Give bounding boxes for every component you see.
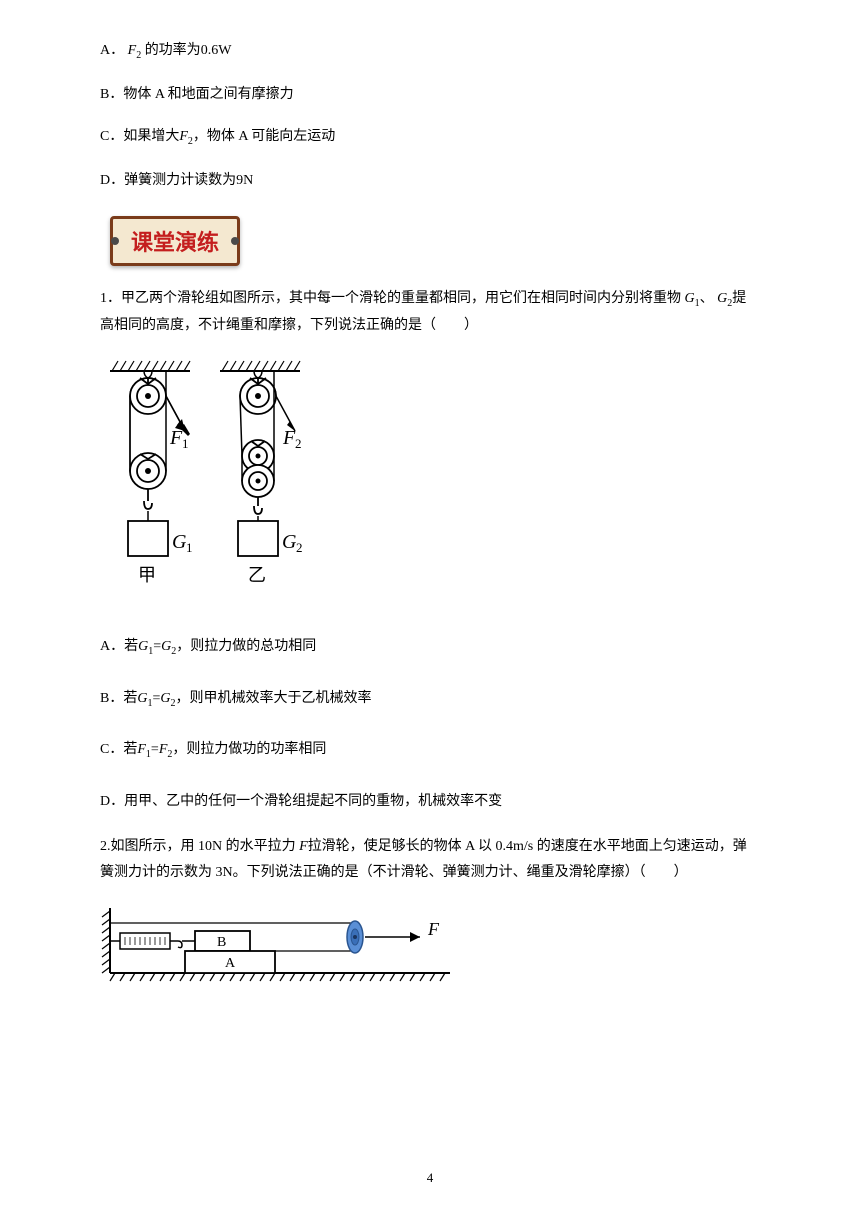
label-f1-sub: 1	[182, 436, 189, 451]
q1-option-c: C．若F1=F2，则拉力做功的功率相同	[100, 739, 760, 763]
figure-horizontal-pulley: B A F	[100, 903, 760, 993]
question-1-text: 1．甲乙两个滑轮组如图所示，其中每一个滑轮的重量都相同，用它们在相同时间内分别将…	[100, 286, 760, 339]
page-number: 4	[427, 1170, 434, 1186]
option-c: C．如果增大F2，物体 A 可能向左运动	[100, 126, 760, 150]
q1-option-d: D．用甲、乙中的任何一个滑轮组提起不同的重物，机械效率不变	[100, 791, 760, 813]
option-a: A． F2 的功率为0.6W	[100, 40, 760, 64]
label-block-b: B	[217, 935, 226, 950]
label-yi: 乙	[248, 565, 266, 585]
figure-pulley-systems: F 1 G 1 甲	[100, 356, 760, 616]
q1-option-b: B．若G1=G2，则甲机械效率大于乙机械效率	[100, 688, 760, 712]
option-d: D．弹簧测力计读数为9N	[100, 170, 760, 192]
label-g1-sub: 1	[186, 540, 193, 555]
label-g1: G	[172, 531, 187, 553]
label-f2: F	[282, 427, 296, 449]
label-force-f: F	[427, 919, 440, 939]
question-2-text: 2.如图所示，用 10N 的水平拉力 F拉滑轮，使足够长的物体 A 以 0.4m…	[100, 834, 760, 887]
label-g2-sub: 2	[296, 540, 303, 555]
option-b: B．物体 A 和地面之间有摩擦力	[100, 84, 760, 106]
q1-option-a: A．若G1=G2，则拉力做的总功相同	[100, 636, 760, 660]
label-block-a: A	[225, 956, 236, 971]
label-f1: F	[169, 427, 183, 449]
label-f2-sub: 2	[295, 436, 302, 451]
label-jia: 甲	[138, 565, 156, 585]
section-badge: 课堂演练	[100, 216, 250, 266]
label-g2: G	[282, 531, 297, 553]
